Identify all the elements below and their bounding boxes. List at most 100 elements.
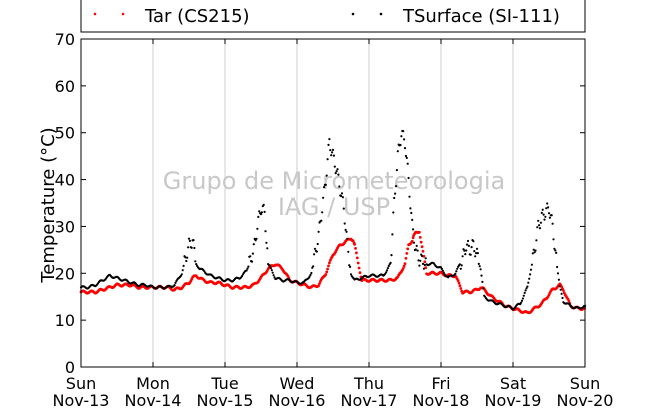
- data-point: [386, 267, 389, 270]
- y-axis-title: Temperature (°C): [38, 127, 59, 283]
- data-point: [404, 256, 408, 260]
- data-point: [555, 251, 558, 254]
- data-point: [460, 289, 464, 293]
- data-point: [560, 292, 563, 295]
- data-point: [401, 267, 405, 270]
- data-point: [187, 237, 191, 240]
- data-point: [328, 138, 331, 141]
- data-point: [540, 211, 543, 214]
- data-point: [181, 269, 184, 272]
- x-tick-label-date: Nov-16: [269, 391, 326, 409]
- data-point: [336, 168, 339, 171]
- data-point: [334, 172, 337, 175]
- data-point: [394, 185, 398, 188]
- data-point: [547, 212, 551, 215]
- data-point: [326, 158, 329, 161]
- data-point: [357, 266, 361, 270]
- data-point: [535, 239, 538, 242]
- data-point: [458, 263, 461, 266]
- data-point: [465, 249, 468, 252]
- series-tsurface: [79, 129, 587, 311]
- data-point: [185, 259, 188, 263]
- data-point: [403, 138, 406, 141]
- data-point: [482, 287, 485, 290]
- data-point: [561, 296, 564, 300]
- data-point: [395, 169, 398, 172]
- data-point: [245, 269, 248, 272]
- grid-lines: [152, 39, 514, 367]
- data-point: [333, 165, 336, 168]
- data-point: [247, 265, 250, 268]
- data-point: [337, 173, 340, 176]
- data-point: [547, 206, 550, 209]
- data-point: [545, 207, 548, 210]
- data-point: [534, 249, 537, 252]
- data-point: [556, 272, 560, 275]
- x-tick-label-date: Nov-18: [413, 391, 470, 409]
- data-point: [424, 266, 428, 270]
- x-tick-label-day: Thu: [353, 374, 384, 393]
- data-point: [322, 196, 325, 199]
- data-point: [403, 262, 407, 266]
- data-point: [541, 208, 544, 211]
- data-point: [481, 280, 484, 283]
- data-point: [404, 154, 407, 158]
- data-point: [246, 267, 249, 270]
- data-point: [313, 247, 317, 250]
- data-point: [193, 246, 196, 250]
- data-point: [322, 186, 326, 189]
- data-point: [273, 276, 276, 279]
- data-point: [179, 274, 182, 277]
- data-point: [407, 176, 410, 180]
- data-point: [539, 221, 543, 224]
- legend-marker-tar: [121, 12, 125, 16]
- data-point: [391, 233, 394, 236]
- data-point: [250, 260, 254, 263]
- x-tick-label-day: Wed: [280, 374, 315, 393]
- x-tick-label-date: Nov-13: [53, 391, 110, 409]
- data-point: [260, 211, 263, 214]
- data-point: [457, 281, 461, 285]
- data-point: [184, 256, 187, 259]
- series-layer: [79, 129, 587, 315]
- data-point: [330, 154, 333, 157]
- data-point: [331, 148, 335, 151]
- data-point: [424, 257, 427, 260]
- data-point: [459, 287, 463, 290]
- data-point: [423, 260, 427, 264]
- data-point: [421, 254, 424, 258]
- data-point: [422, 267, 425, 270]
- data-point: [402, 264, 406, 268]
- data-point: [347, 250, 350, 253]
- y-tick-label: 10: [55, 311, 75, 330]
- data-point: [423, 263, 426, 267]
- plot-area: [81, 39, 585, 367]
- data-point: [325, 270, 329, 274]
- data-point: [180, 273, 183, 276]
- data-point: [475, 252, 478, 255]
- data-point: [341, 196, 344, 199]
- data-point: [478, 265, 481, 268]
- plot-frame: [80, 38, 586, 368]
- data-point: [385, 271, 388, 274]
- x-tick-label-date: Nov-20: [557, 391, 614, 409]
- x-tick-label-day: Tue: [210, 374, 238, 393]
- data-point: [532, 248, 535, 251]
- data-point: [353, 243, 356, 246]
- data-point: [327, 264, 330, 268]
- legend-label-tsurface: TSurface (SI-111): [402, 6, 560, 27]
- data-point: [265, 241, 268, 244]
- y-tick-label: 20: [55, 264, 75, 283]
- data-point: [419, 259, 422, 262]
- data-point: [554, 249, 557, 252]
- data-point: [558, 285, 561, 288]
- data-point: [255, 237, 258, 240]
- data-point: [406, 247, 410, 251]
- data-point: [312, 265, 315, 268]
- data-point: [241, 274, 244, 278]
- data-point: [317, 230, 320, 233]
- data-point: [567, 299, 571, 303]
- data-point: [328, 261, 331, 265]
- watermark-line-2: IAG / USP: [278, 193, 390, 221]
- data-point: [410, 211, 413, 215]
